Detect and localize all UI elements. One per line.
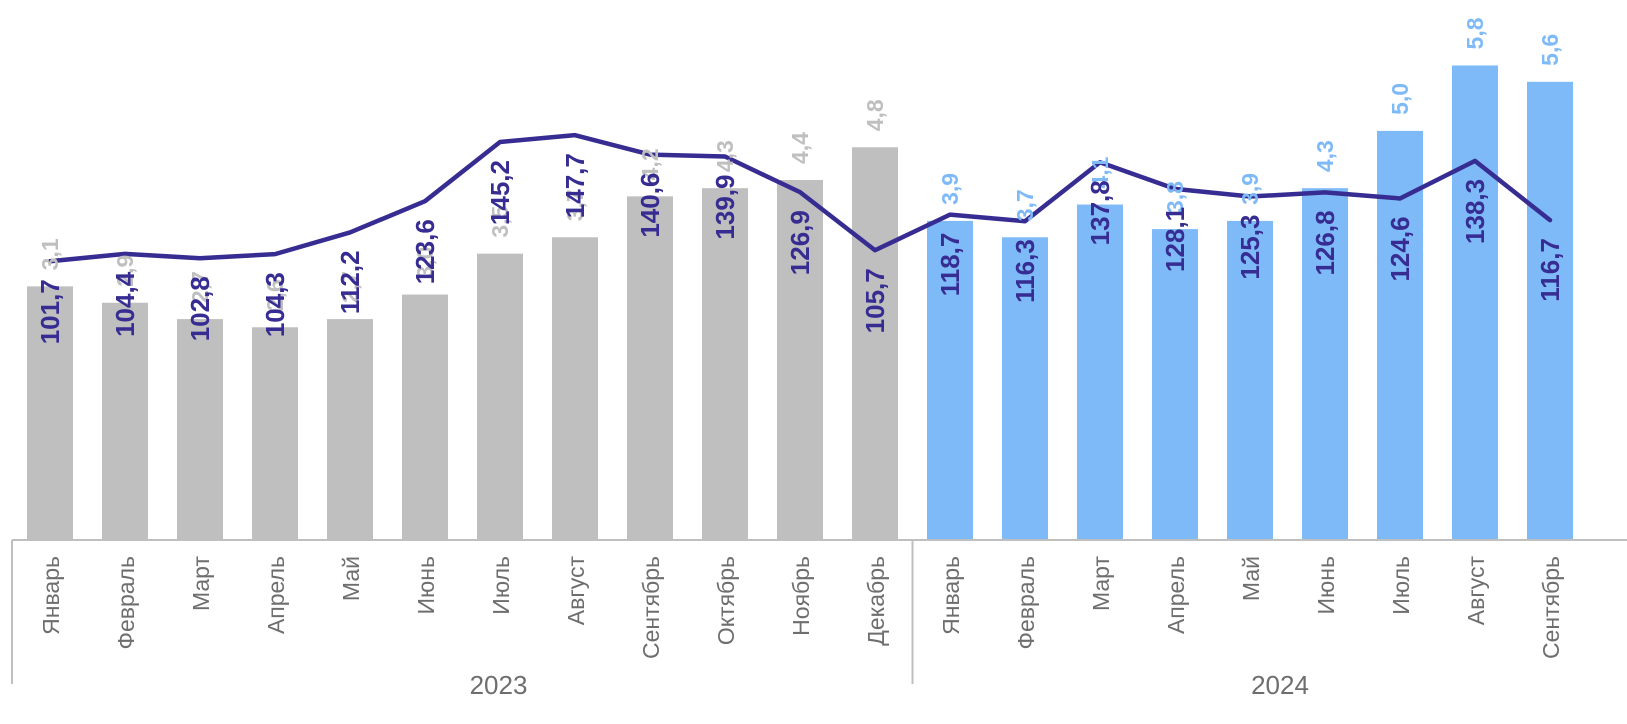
bar-value-label: 3,1 (37, 238, 63, 270)
bar-value-label: 5,0 (1387, 83, 1413, 115)
line-value-label: 137,8 (1085, 180, 1115, 245)
x-tick-label: Март (1088, 556, 1114, 611)
x-tick-label: Январь (938, 556, 964, 635)
x-tick-label: Август (563, 556, 589, 626)
bar (477, 253, 523, 541)
line-value-label: 104,4 (110, 271, 140, 337)
x-tick-label: Май (338, 556, 364, 601)
x-tick-label: Апрель (263, 556, 289, 634)
bar (327, 319, 373, 540)
year-group-label: 2024 (1251, 670, 1309, 700)
line-value-label: 139,9 (710, 175, 740, 240)
bar (1527, 81, 1573, 541)
bar-value-label: 4,2 (637, 148, 663, 180)
bar-value-label: 4,3 (1312, 140, 1338, 172)
bar-value-label: 2,7 (187, 271, 213, 303)
x-tick-label: Июнь (1313, 556, 1339, 614)
bar (852, 147, 898, 541)
line-value-label: 145,2 (485, 160, 515, 225)
bar (177, 319, 223, 540)
x-tick-label: Август (1463, 556, 1489, 626)
year-group-label: 2023 (470, 670, 528, 700)
x-tick-label: Сентябрь (1538, 556, 1564, 659)
x-tick-label: Март (188, 556, 214, 611)
bar (252, 327, 298, 540)
x-tick-label: Июнь (413, 556, 439, 614)
line-value-label: 116,3 (1010, 239, 1040, 303)
bar-value-label: 3,5 (487, 205, 513, 237)
bar (552, 237, 598, 541)
x-tick-label: Июль (488, 556, 514, 615)
x-tick-label: Декабрь (863, 556, 889, 646)
line-value-label: 105,7 (860, 268, 890, 333)
year-group-labels: 2023 2024 (470, 670, 1309, 700)
line-value-label: 126,8 (1310, 210, 1340, 275)
bar-value-label: 3,7 (1012, 189, 1038, 221)
x-tick-labels: Январь Февраль Март Апрель Май Июнь Июль Август… (38, 556, 1564, 660)
x-tick-label: Сентябрь (638, 556, 664, 659)
bar-value-label: 3,9 (937, 173, 963, 205)
bar (1302, 188, 1348, 540)
bar (777, 180, 823, 540)
line-value-label: 104,3 (260, 272, 290, 337)
bar (1077, 204, 1123, 540)
bar (702, 188, 748, 540)
line-value-label: 118,7 (935, 233, 965, 297)
x-tick-label: Июль (1388, 556, 1414, 615)
bar-value-label: 4,1 (1087, 156, 1113, 188)
line-value-label: 147,7 (560, 153, 590, 218)
bar (102, 302, 148, 540)
line-value-label: 123,6 (410, 219, 440, 284)
bar-value-label: 3,8 (1162, 181, 1188, 213)
line-value-label: 124,6 (1385, 216, 1415, 281)
bar-value-label: 3,9 (1237, 173, 1263, 205)
bar (402, 294, 448, 540)
bar (1227, 220, 1273, 540)
x-tick-label: Октябрь (713, 556, 739, 645)
bar (1152, 229, 1198, 540)
bar (627, 196, 673, 540)
x-tick-label: Февраль (113, 556, 139, 649)
x-tick-label: Ноябрь (788, 556, 814, 636)
line-value-label: 128,1 (1160, 207, 1190, 272)
bar (27, 286, 73, 540)
line-value-label: 140,6 (635, 173, 665, 238)
bar (927, 220, 973, 540)
line-value-labels: 101,7 104,4 102,8 104,3 112,2 123,6 145,2 147,7… (35, 153, 1565, 344)
bar-value-labels: 3,1 2,9 2,7 2,6 2,7 3,0 3,5 3,7 4,2 4,3 4,4 4,8 3,9 3… (37, 17, 1563, 311)
line-value-label: 125,3 (1235, 215, 1265, 280)
x-tick-label: Январь (38, 556, 64, 635)
line-value-label: 101,7 (35, 279, 65, 344)
bar-value-label: 5,8 (1462, 17, 1488, 49)
line-value-label: 116,7 (1535, 238, 1565, 302)
line-path (47, 132, 1553, 264)
x-tick-label: Май (1238, 556, 1264, 601)
x-tick-label: Февраль (1013, 556, 1039, 649)
line-value-label: 112,2 (335, 250, 365, 314)
bar-value-label: 4,4 (787, 132, 813, 164)
line-value-label: 138,3 (1460, 179, 1490, 244)
bar-value-label: 3,0 (412, 247, 438, 279)
x-tick-label: Апрель (1163, 556, 1189, 634)
x-axis (11, 539, 1627, 684)
line-value-label: 102,8 (185, 276, 215, 341)
bar-series (27, 65, 1573, 541)
bar-value-label: 4,3 (712, 140, 738, 172)
bar-value-label: 2,7 (337, 271, 363, 303)
line-value-label: 126,9 (785, 210, 815, 275)
bar-value-label: 2,6 (262, 279, 288, 311)
bar-value-label: 2,9 (112, 255, 138, 287)
bar-value-label: 5,6 (1537, 34, 1563, 66)
bar-value-label: 4,8 (862, 99, 888, 131)
bar (1002, 237, 1048, 541)
line-series (47, 132, 1553, 264)
bar-value-label: 3,7 (562, 189, 588, 221)
bar (1452, 65, 1498, 541)
